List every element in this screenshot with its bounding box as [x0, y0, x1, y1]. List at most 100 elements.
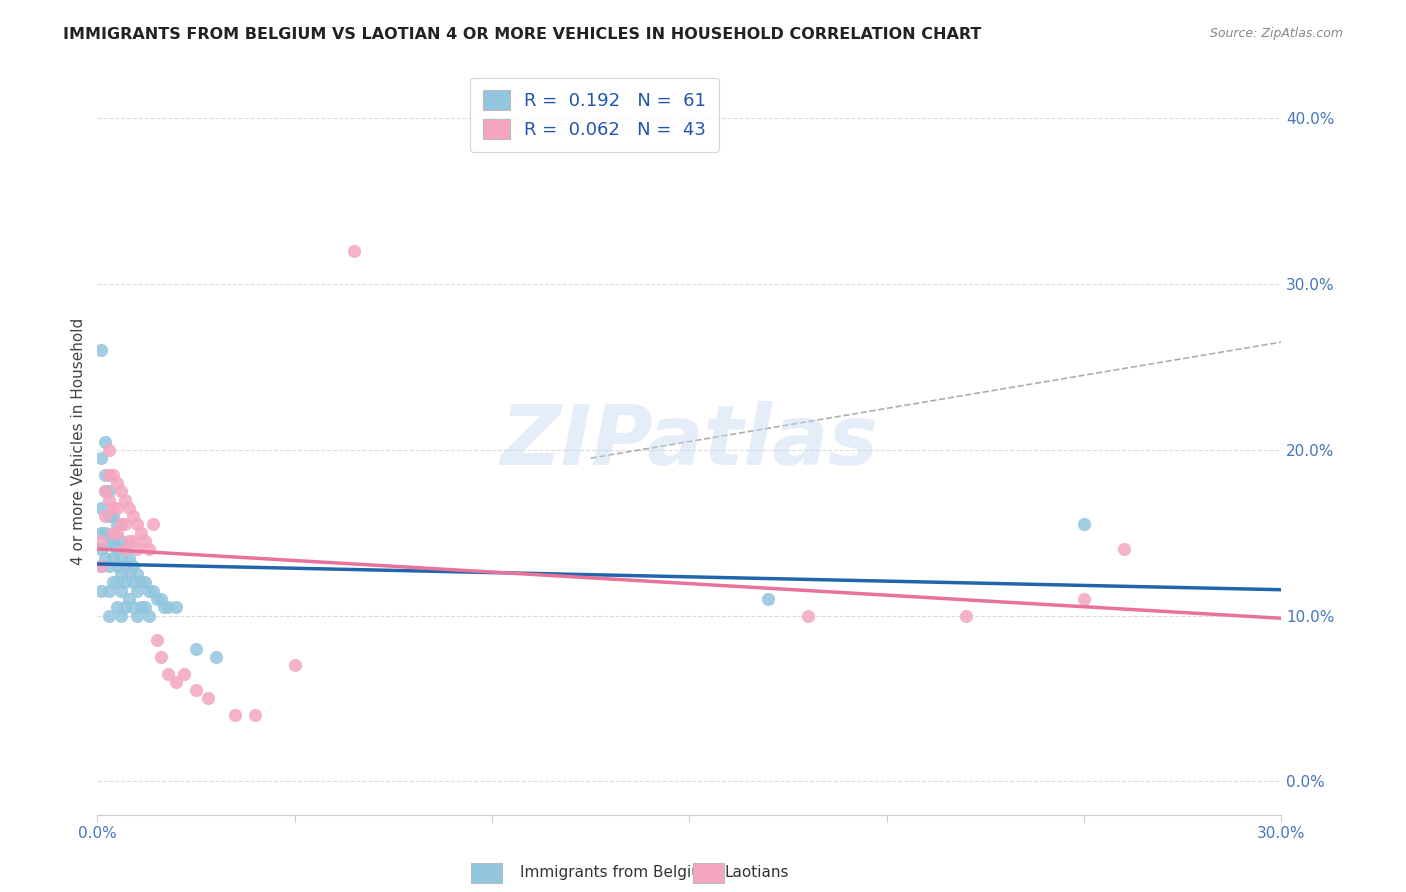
Point: [98, 492, 121, 507]
Point: [90, 542, 112, 557]
Point: [756, 592, 779, 607]
Text: Source: ZipAtlas.com: Source: ZipAtlas.com: [1209, 27, 1343, 40]
Point: [110, 533, 132, 548]
Point: [149, 592, 172, 607]
Point: [204, 650, 226, 665]
Text: Laotians: Laotians: [724, 865, 789, 880]
Point: [134, 575, 156, 590]
Point: [118, 533, 141, 548]
Point: [125, 608, 148, 623]
Point: [343, 244, 366, 258]
Point: [157, 600, 180, 615]
Point: [105, 475, 128, 490]
Point: [122, 558, 145, 573]
Point: [145, 592, 167, 607]
Point: [122, 533, 145, 548]
Point: [134, 600, 156, 615]
Point: [101, 525, 124, 540]
Point: [90, 451, 112, 466]
Point: [101, 467, 124, 482]
Point: [98, 558, 121, 573]
Point: [101, 550, 124, 565]
Point: [105, 600, 128, 615]
Point: [101, 500, 124, 515]
Point: [90, 583, 112, 598]
Point: [114, 558, 136, 573]
Point: [94, 434, 117, 449]
Point: [110, 567, 132, 582]
Point: [114, 492, 136, 507]
Point: [105, 525, 128, 540]
Point: [134, 533, 156, 548]
Point: [90, 525, 112, 540]
Point: [184, 641, 207, 656]
Point: [797, 608, 820, 623]
Point: [157, 666, 180, 681]
Point: [105, 542, 128, 557]
Point: [90, 533, 112, 548]
Point: [122, 600, 145, 615]
Point: [90, 558, 112, 573]
Point: [94, 484, 117, 499]
Point: [101, 533, 124, 548]
Point: [105, 517, 128, 532]
Point: [98, 509, 121, 524]
Point: [110, 583, 132, 598]
Point: [138, 608, 160, 623]
Point: [145, 633, 167, 648]
Point: [138, 583, 160, 598]
Point: [129, 575, 152, 590]
Point: [142, 517, 165, 532]
Point: [184, 683, 207, 698]
Point: [118, 500, 141, 515]
Point: [94, 484, 117, 499]
Point: [94, 550, 117, 565]
Point: [245, 708, 267, 723]
Point: [98, 484, 121, 499]
Point: [94, 467, 117, 482]
Point: [105, 575, 128, 590]
Point: [122, 509, 145, 524]
Point: [153, 600, 176, 615]
Point: [125, 542, 148, 557]
Point: [110, 608, 132, 623]
Point: [118, 567, 141, 582]
Point: [1073, 592, 1095, 607]
Point: [94, 509, 117, 524]
Point: [165, 600, 187, 615]
Point: [118, 592, 141, 607]
Point: [105, 500, 128, 515]
Point: [90, 343, 112, 358]
Point: [173, 666, 195, 681]
Point: [114, 517, 136, 532]
Point: [94, 525, 117, 540]
Point: [138, 542, 160, 557]
Point: [125, 567, 148, 582]
Point: [224, 708, 246, 723]
Point: [149, 650, 172, 665]
Text: Immigrants from Belgium: Immigrants from Belgium: [520, 865, 716, 880]
Point: [955, 608, 977, 623]
Point: [114, 542, 136, 557]
Point: [105, 558, 128, 573]
Point: [125, 517, 148, 532]
Point: [165, 674, 187, 689]
Point: [129, 600, 152, 615]
Point: [197, 691, 219, 706]
Y-axis label: 4 or more Vehicles in Household: 4 or more Vehicles in Household: [72, 318, 86, 566]
Point: [114, 575, 136, 590]
Point: [90, 558, 112, 573]
Point: [101, 509, 124, 524]
Point: [129, 525, 152, 540]
Point: [98, 608, 121, 623]
Text: ZIPatlas: ZIPatlas: [501, 401, 879, 482]
Point: [110, 517, 132, 532]
Point: [110, 484, 132, 499]
Point: [118, 550, 141, 565]
Point: [98, 467, 121, 482]
Point: [122, 575, 145, 590]
Point: [1112, 542, 1135, 557]
Point: [142, 583, 165, 598]
Point: [114, 542, 136, 557]
Point: [101, 575, 124, 590]
